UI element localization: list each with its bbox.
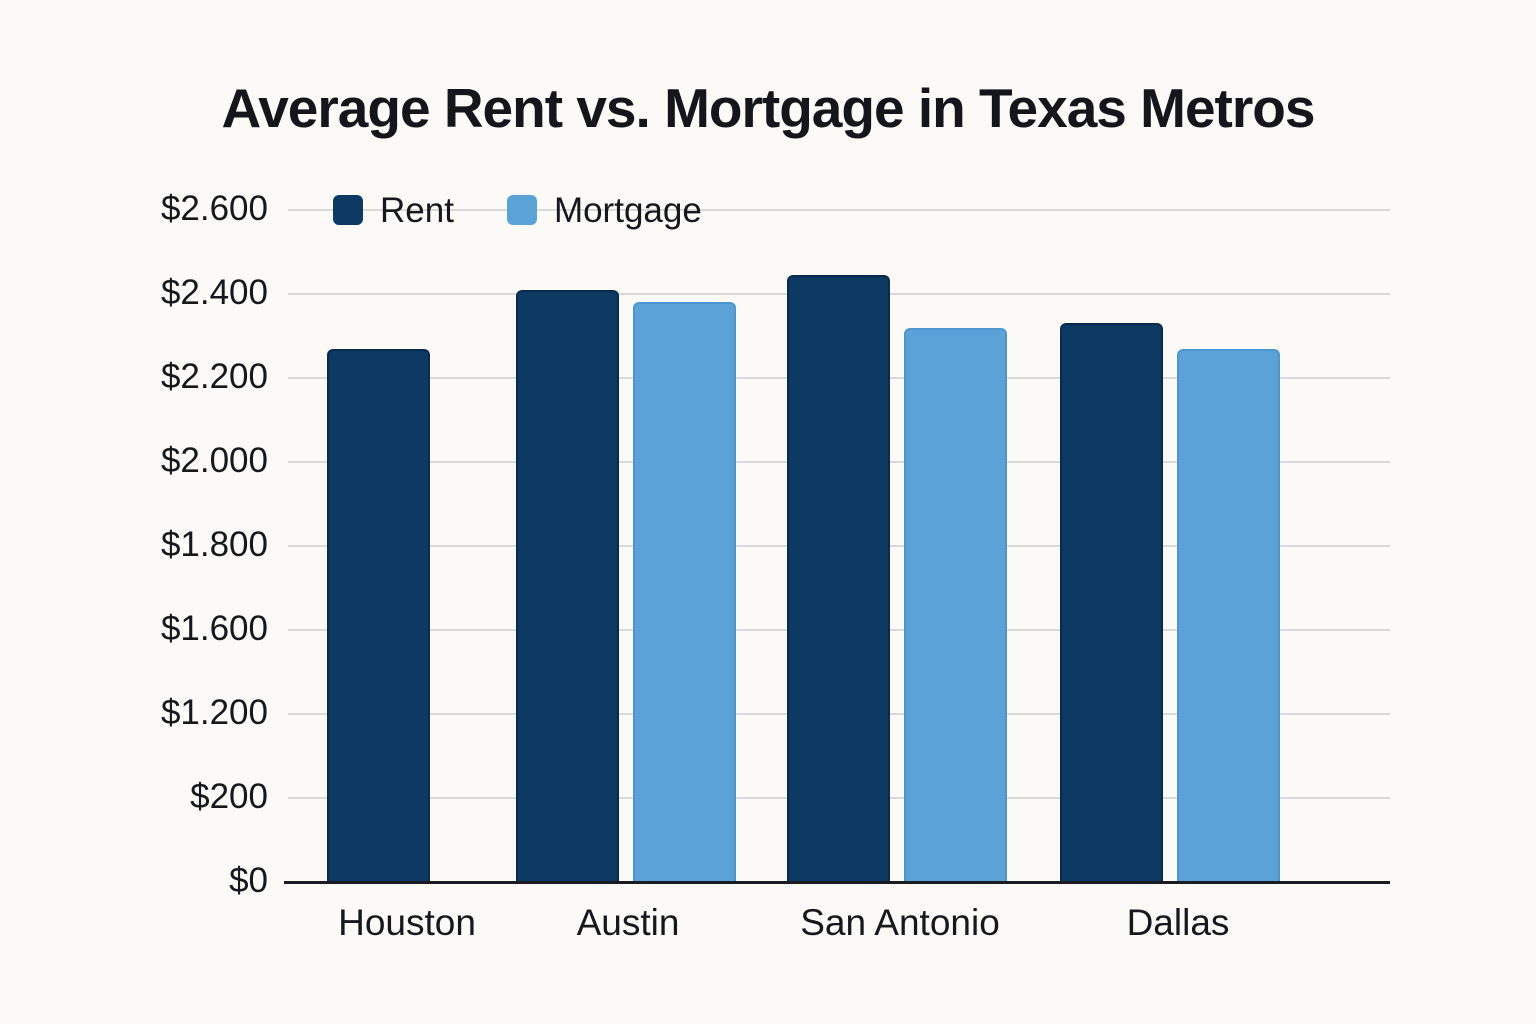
rent-legend-label: Rent	[380, 190, 454, 230]
gridline	[288, 209, 1390, 211]
y-tick-label: $1.200	[160, 693, 268, 733]
x-tick-label-houston: Houston	[338, 902, 476, 943]
y-tick-label: $1.600	[160, 609, 268, 649]
y-tick-label: $1.800	[160, 525, 268, 565]
x-tick-label-austin: Austin	[576, 902, 680, 943]
chart-title: Average Rent vs. Mortgage in Texas Metro…	[221, 77, 1316, 139]
mortgage-legend-swatch	[506, 195, 537, 225]
y-tick-label: $0	[229, 861, 268, 901]
y-tick-label: $2.000	[160, 441, 268, 481]
y-tick-label: $2.200	[160, 357, 268, 397]
x-tick-label-san-antonio: San Antonio	[800, 902, 1000, 943]
bar-mortgage-austin	[633, 302, 736, 881]
legend: Rent Mortgage	[333, 190, 702, 230]
bar-mortgage-san-antonio	[904, 328, 1007, 881]
rent-legend-swatch	[333, 195, 363, 225]
bar-mortgage-dallas	[1177, 349, 1280, 881]
y-tick-label: $2.600	[160, 189, 268, 229]
bar-rent-san-antonio	[787, 275, 890, 881]
x-tick-label-dallas: Dallas	[1126, 902, 1230, 943]
x-axis-line	[284, 881, 1390, 884]
bar-rent-houston	[327, 349, 430, 881]
bar-rent-dallas	[1060, 323, 1163, 881]
y-tick-label: $200	[190, 777, 268, 817]
y-tick-label: $2.400	[160, 273, 268, 313]
mortgage-legend-label: Mortgage	[553, 190, 702, 230]
bar-rent-austin	[516, 290, 619, 881]
